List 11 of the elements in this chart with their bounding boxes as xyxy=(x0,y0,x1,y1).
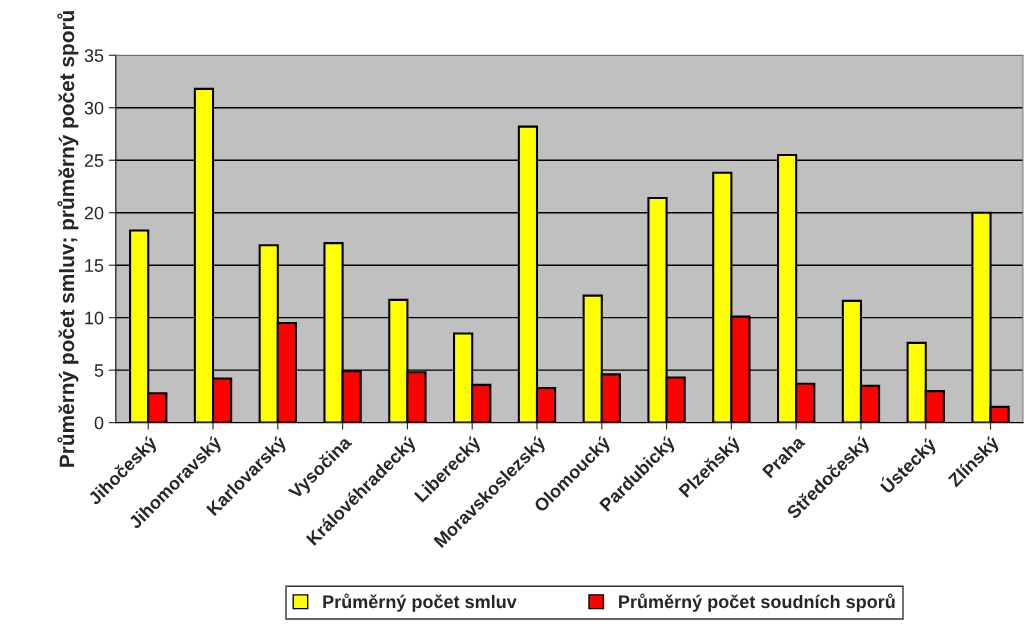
y-tick-label: 15 xyxy=(85,259,104,272)
y-tick-label: 20 xyxy=(84,206,104,220)
y-tick-label: 25 xyxy=(84,154,104,167)
y-tick-label: 0 xyxy=(94,416,104,430)
y-tick-label: 10 xyxy=(85,311,104,325)
y-tick-label: 5 xyxy=(94,364,104,377)
legend-label: Průměrný počet smluv xyxy=(323,593,517,612)
legend-label: Průměrný počet soudních sporů xyxy=(619,593,895,612)
y-tick-label: 30 xyxy=(84,101,104,115)
y-axis-title: Průměrný počet smluv; průměrný počet sporů xyxy=(57,11,79,467)
y-tick-label: 35 xyxy=(84,49,104,62)
